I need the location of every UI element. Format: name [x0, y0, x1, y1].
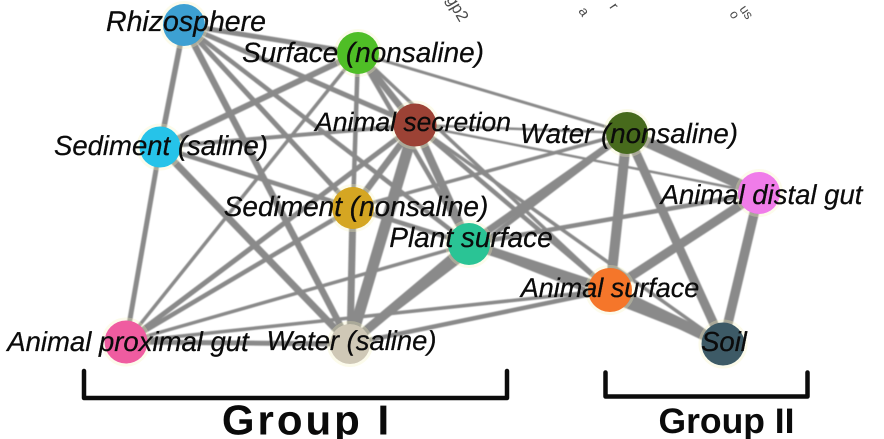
svg-text:Group I: Group I [222, 397, 392, 439]
svg-text:Animal surface: Animal surface [519, 273, 700, 303]
svg-text:Group II: Group II [658, 401, 794, 439]
svg-text:Rhizosphere: Rhizosphere [106, 6, 266, 38]
svg-text:Animal distal gut: Animal distal gut [659, 179, 864, 210]
svg-text:Soil: Soil [701, 326, 748, 357]
svg-text:Water (nonsaline): Water (nonsaline) [520, 118, 738, 149]
svg-text:Plant surface: Plant surface [389, 222, 552, 253]
svg-text:Water (saline): Water (saline) [267, 325, 437, 356]
svg-text:Surface (nonsaline): Surface (nonsaline) [242, 37, 484, 68]
svg-text:Sediment (nonsaline): Sediment (nonsaline) [224, 191, 489, 222]
svg-text:Sediment (saline): Sediment (saline) [54, 130, 268, 161]
svg-text:Animal secretion: Animal secretion [313, 107, 511, 137]
svg-text:Animal proximal gut: Animal proximal gut [5, 326, 250, 357]
